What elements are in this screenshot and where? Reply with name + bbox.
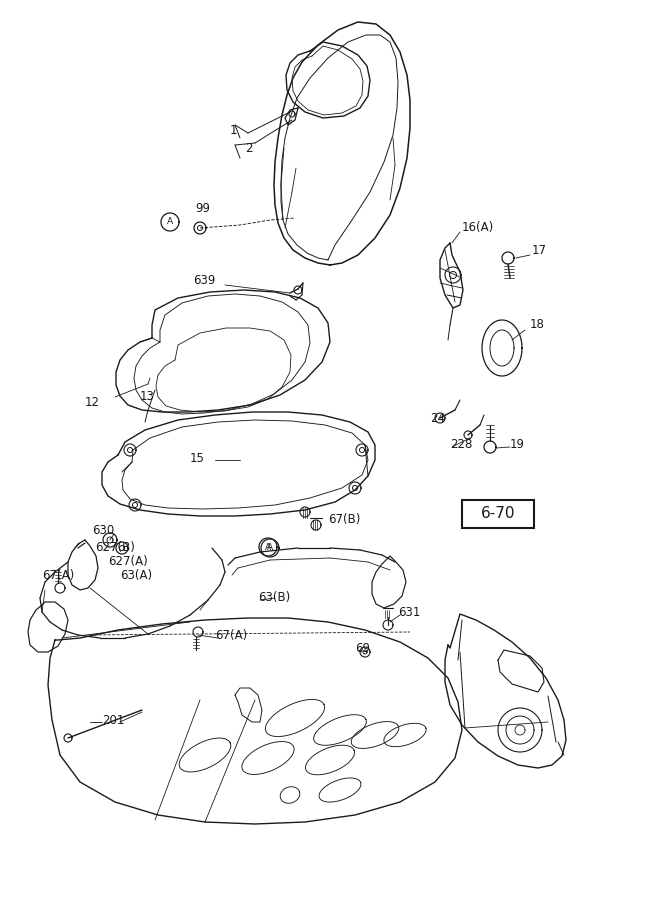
Text: 2: 2 <box>245 141 253 155</box>
Text: 67(A): 67(A) <box>215 628 247 642</box>
Text: 228: 228 <box>450 438 472 452</box>
Text: 18: 18 <box>530 319 545 331</box>
Text: 67(A): 67(A) <box>42 569 74 581</box>
Text: 19: 19 <box>510 438 525 452</box>
Text: 639: 639 <box>193 274 215 286</box>
Text: 631: 631 <box>398 606 420 618</box>
Text: 69: 69 <box>355 642 370 654</box>
Text: 12: 12 <box>85 395 100 409</box>
Text: 13: 13 <box>140 391 155 403</box>
Text: A: A <box>265 543 271 552</box>
Text: A: A <box>167 218 173 227</box>
Text: 99: 99 <box>195 202 210 214</box>
Text: 67(B): 67(B) <box>328 514 360 526</box>
Bar <box>462 500 534 528</box>
Text: 1: 1 <box>230 123 237 137</box>
Text: 6-70: 6-70 <box>481 507 515 521</box>
Text: 630: 630 <box>92 524 114 536</box>
Text: 63(A): 63(A) <box>120 570 152 582</box>
Text: 627(B): 627(B) <box>95 542 135 554</box>
Text: 63(B): 63(B) <box>258 591 290 605</box>
Text: 201: 201 <box>102 714 124 726</box>
Text: 17: 17 <box>532 244 547 256</box>
Text: 24: 24 <box>430 411 445 425</box>
Text: A: A <box>267 544 273 553</box>
Text: 15: 15 <box>190 452 205 464</box>
Text: 627(A): 627(A) <box>108 555 148 569</box>
Text: 16(A): 16(A) <box>462 221 494 235</box>
